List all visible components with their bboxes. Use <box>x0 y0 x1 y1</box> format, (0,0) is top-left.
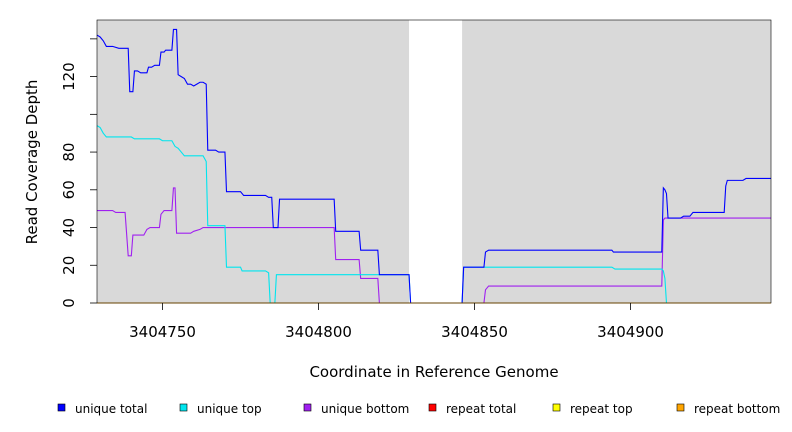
legend-item: unique total <box>58 402 147 416</box>
gap-region <box>409 20 462 303</box>
plot-background <box>97 20 771 303</box>
x-axis-title: Coordinate in Reference Genome <box>309 363 558 381</box>
legend-item: unique top <box>180 402 262 416</box>
y-tick-label: 40 <box>60 218 78 237</box>
legend-swatch <box>677 404 684 411</box>
legend-swatch <box>180 404 187 411</box>
y-tick-label: 120 <box>60 62 78 91</box>
x-tick-label: 3404900 <box>597 323 664 341</box>
legend-label: repeat total <box>446 402 516 416</box>
legend-swatch <box>304 404 311 411</box>
legend-label: repeat top <box>570 402 633 416</box>
legend-item: repeat total <box>429 402 516 416</box>
legend-label: unique top <box>197 402 262 416</box>
legend-label: repeat bottom <box>694 402 780 416</box>
legend-label: unique total <box>75 402 147 416</box>
x-tick-label: 3404750 <box>129 323 196 341</box>
y-tick-label: 20 <box>60 256 78 275</box>
y-axis-title: Read Coverage Depth <box>23 80 41 245</box>
y-tick-label: 60 <box>60 180 78 199</box>
legend-label: unique bottom <box>321 402 409 416</box>
legend-item: repeat top <box>553 402 633 416</box>
legend: unique total unique top unique bottom repea… <box>58 402 780 416</box>
x-tick-label: 3404850 <box>441 323 508 341</box>
legend-item: unique bottom <box>304 402 409 416</box>
y-axis: 0 20 40 60 80 120 <box>60 39 97 308</box>
legend-swatch <box>553 404 560 411</box>
x-axis: 3404750 3404800 3404850 3404900 <box>129 303 664 341</box>
legend-item: repeat bottom <box>677 402 780 416</box>
x-tick-label: 3404800 <box>285 323 352 341</box>
y-tick-label: 80 <box>60 143 78 162</box>
y-tick-label: 0 <box>60 298 78 308</box>
legend-swatch <box>429 404 436 411</box>
legend-swatch <box>58 404 65 411</box>
